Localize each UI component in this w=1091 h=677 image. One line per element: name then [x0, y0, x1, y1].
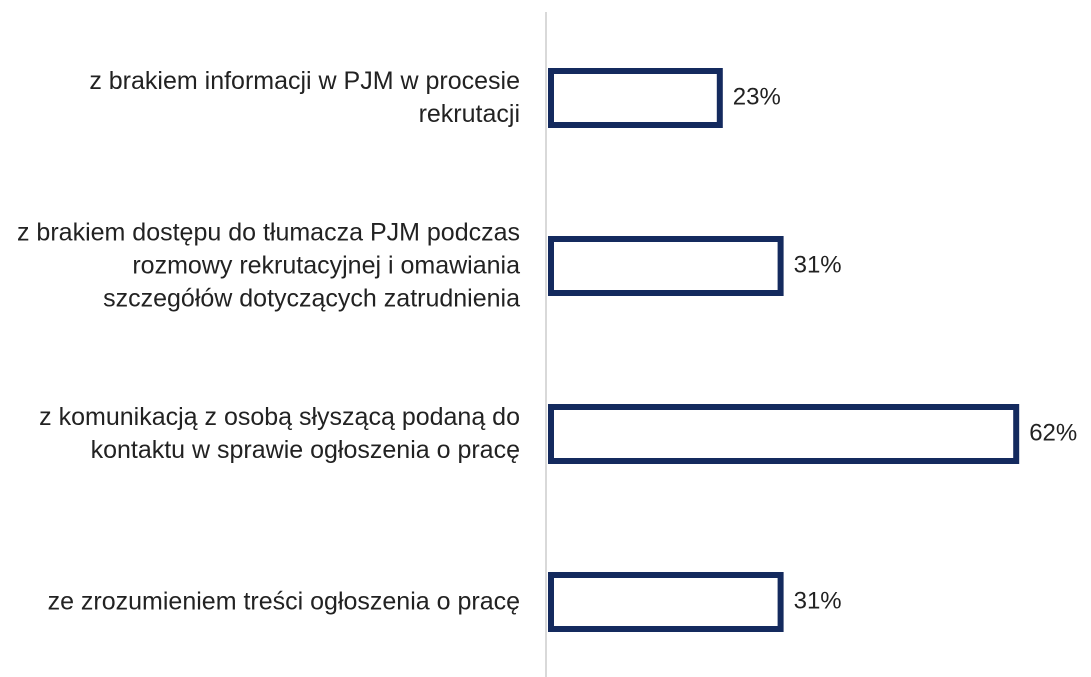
value-label: 23%: [733, 83, 781, 110]
bar: [548, 236, 784, 296]
bar: [548, 572, 784, 632]
bar: [548, 68, 723, 128]
value-label: 62%: [1029, 419, 1077, 446]
category-label: z brakiem dostępu do tłumacza PJM podcza…: [16, 218, 520, 313]
category-label: z brakiem informacji w PJM w procesie re…: [89, 67, 520, 128]
value-label: 31%: [794, 251, 842, 278]
category-label: ze zrozumieniem treści ogłoszenia o prac…: [47, 587, 520, 616]
value-label: 31%: [794, 587, 842, 614]
category-label: z komunikacją z osobą słyszącą podaną do…: [39, 403, 520, 464]
bar: [548, 404, 1020, 464]
